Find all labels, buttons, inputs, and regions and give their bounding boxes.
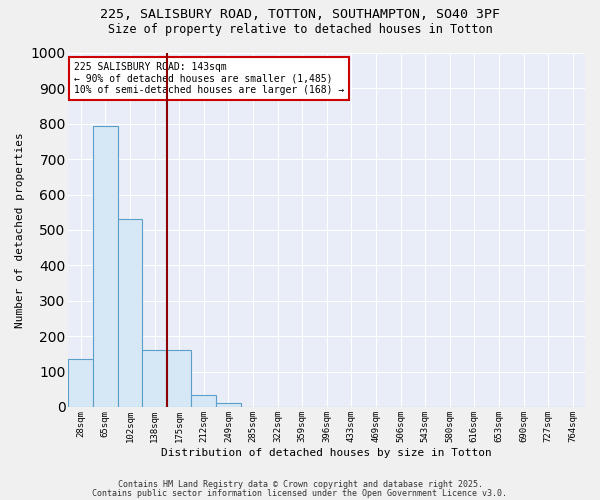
Text: 225 SALISBURY ROAD: 143sqm
← 90% of detached houses are smaller (1,485)
10% of s: 225 SALISBURY ROAD: 143sqm ← 90% of deta… xyxy=(74,62,344,95)
Text: 225, SALISBURY ROAD, TOTTON, SOUTHAMPTON, SO40 3PF: 225, SALISBURY ROAD, TOTTON, SOUTHAMPTON… xyxy=(100,8,500,20)
Bar xyxy=(118,220,142,407)
Bar xyxy=(216,404,241,407)
Y-axis label: Number of detached properties: Number of detached properties xyxy=(15,132,25,328)
X-axis label: Distribution of detached houses by size in Totton: Distribution of detached houses by size … xyxy=(161,448,492,458)
Bar xyxy=(93,126,118,407)
Text: Contains HM Land Registry data © Crown copyright and database right 2025.: Contains HM Land Registry data © Crown c… xyxy=(118,480,482,489)
Bar xyxy=(191,394,216,407)
Bar xyxy=(142,350,167,407)
Bar xyxy=(167,350,191,407)
Bar xyxy=(68,359,93,407)
Text: Size of property relative to detached houses in Totton: Size of property relative to detached ho… xyxy=(107,22,493,36)
Text: Contains public sector information licensed under the Open Government Licence v3: Contains public sector information licen… xyxy=(92,488,508,498)
